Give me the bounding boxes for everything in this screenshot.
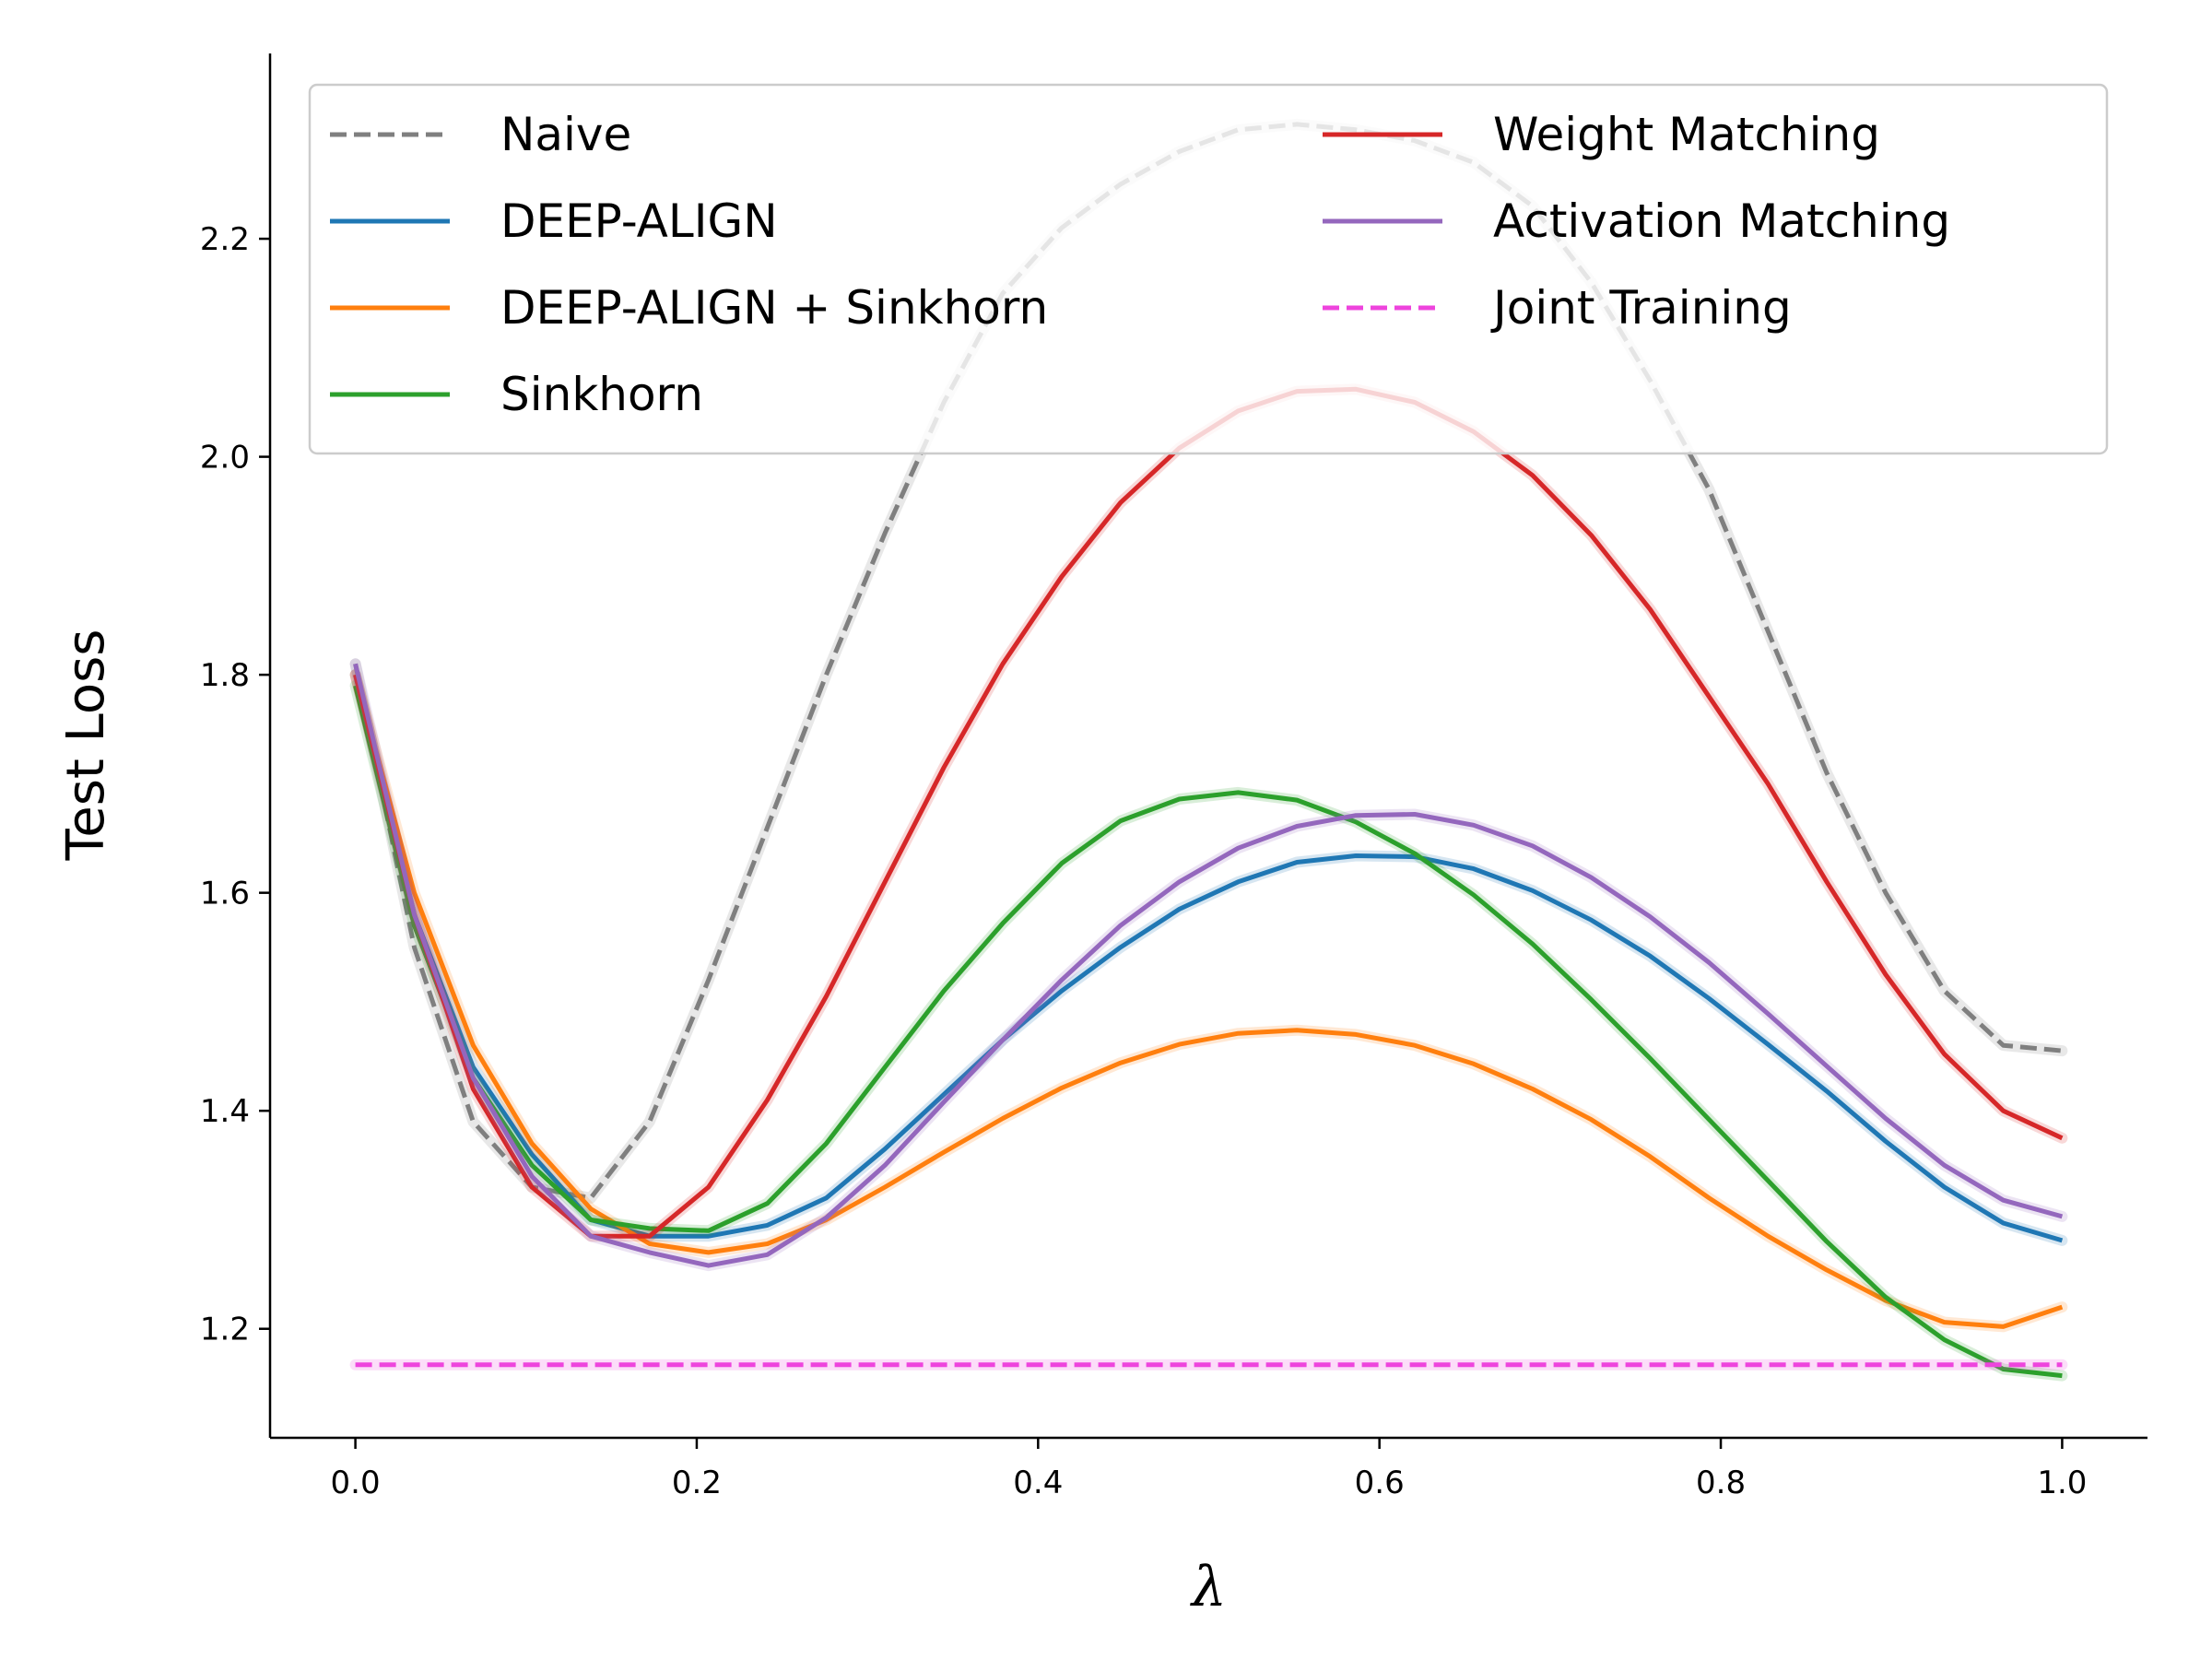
y-axis-title: Test Loss (56, 629, 116, 862)
legend-label-weight-matching: Weight Matching (1493, 108, 1880, 161)
x-tick-label: 1.0 (2037, 1465, 2087, 1501)
legend-label-sinkhorn: Sinkhorn (500, 368, 703, 421)
series-line-sinkhorn (353, 685, 2063, 1379)
y-tick-label: 1.8 (200, 657, 250, 694)
legend-label-activation-matching: Activation Matching (1493, 194, 1950, 248)
axes-layer (268, 53, 2147, 1440)
series-line-deep-align (353, 674, 2064, 1243)
y-tick-label: 1.4 (200, 1093, 250, 1130)
x-axis-title: λ (1190, 1555, 1227, 1619)
x-tick-label: 0.4 (1013, 1465, 1063, 1501)
ticks-layer: 0.0 0.2 0.4 0.6 0.8 1.0 1.2 1.4 1.6 1.8 2.0 2.2 (200, 221, 2088, 1501)
legend-label-naive: Naive (500, 108, 631, 161)
y-tick-label: 1.6 (200, 876, 250, 912)
legend-frame (308, 83, 2109, 455)
series-line-activation-matching (353, 663, 2064, 1268)
legend-label-joint-training: Joint Training (1490, 281, 1792, 335)
x-tick-label: 0.2 (672, 1465, 722, 1501)
legend-label-deep-align: DEEP-ALIGN (500, 194, 778, 248)
legend: Naive DEEP-ALIGN DEEP-ALIGN + Sinkhorn Sink… (308, 83, 2109, 455)
y-tick-label: 2.0 (200, 440, 250, 477)
x-tick-label: 0.0 (331, 1465, 381, 1501)
legend-label-deep-align-sinkhorn: DEEP-ALIGN + Sinkhorn (500, 281, 1048, 335)
x-tick-label: 0.8 (1696, 1465, 1746, 1501)
y-tick-label: 1.2 (200, 1312, 250, 1348)
x-tick-label: 0.6 (1355, 1465, 1405, 1501)
y-tick-label: 2.2 (200, 221, 250, 258)
